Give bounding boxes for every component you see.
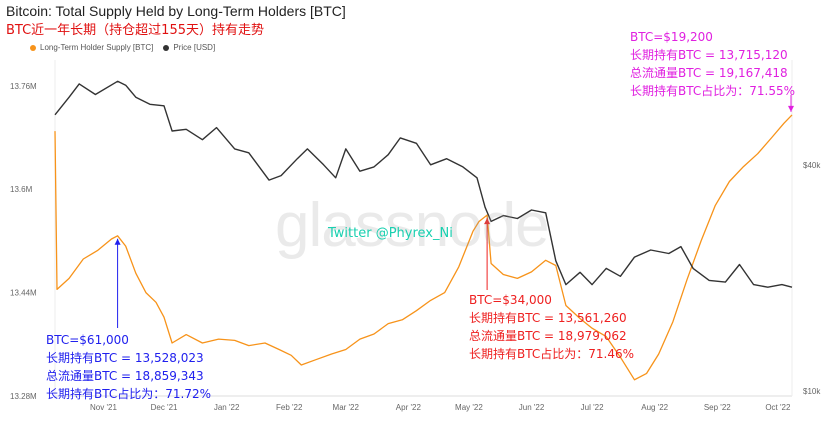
twitter-handle: Twitter @Phyrex_Ni (328, 226, 453, 241)
annotation-line: 长期持有BTC = 13,561,260 (469, 311, 627, 325)
annotation-line: 长期持有BTC = 13,715,120 (630, 48, 788, 62)
legend-label-price: Price [USD] (173, 43, 216, 52)
black-dot-icon (163, 44, 170, 51)
chart-title: Bitcoin: Total Supply Held by Long-Term … (6, 3, 346, 19)
y-left-tick-label: 13.76M (10, 82, 37, 91)
x-tick-label: Jan '22 (214, 403, 240, 412)
legend-item-lth-supply[interactable]: Long-Term Holder Supply [BTC] (30, 43, 153, 52)
y-right-tick-label: $10k (803, 387, 821, 396)
y-left-tick-label: 13.44M (10, 289, 37, 298)
annotation-nov21: BTC=$61,000 长期持有BTC = 13,528,023 总流通量BTC… (46, 331, 211, 403)
annotation-line: 长期持有BTC占比为：71.72% (46, 387, 211, 401)
y-axis-left: 13.76M 13.6M 13.44M 13.28M (10, 82, 37, 401)
annotation-oct22: BTC=$19,200 长期持有BTC = 13,715,120 总流通量BTC… (630, 28, 795, 100)
x-tick-label: Jun '22 (519, 403, 545, 412)
x-tick-label: May '22 (455, 403, 483, 412)
x-tick-label: Oct '22 (765, 403, 791, 412)
annotation-line: 总流通量BTC = 19,167,418 (630, 66, 788, 80)
annotation-line: BTC=$61,000 (46, 333, 129, 347)
plot-area (54, 60, 793, 397)
annotation-line: 长期持有BTC = 13,528,023 (46, 351, 204, 365)
x-tick-label: Aug '22 (641, 403, 668, 412)
annotation-may22: BTC=$34,000 长期持有BTC = 13,561,260 总流通量BTC… (469, 291, 634, 363)
series-line-price (54, 80, 793, 288)
x-tick-label: Dec '21 (151, 403, 178, 412)
arrow-may22-head (484, 218, 491, 225)
series-line-lth-supply (54, 114, 793, 381)
annotation-line: BTC=$19,200 (630, 30, 713, 44)
x-tick-label: Mar '22 (333, 403, 360, 412)
x-tick-label: Nov '21 (90, 403, 117, 412)
y-axis-right: $40k $10k (803, 161, 821, 396)
annotation-line: 总流通量BTC = 18,859,343 (46, 369, 204, 383)
arrow-nov21-head (114, 238, 121, 245)
annotation-line: 长期持有BTC占比为：71.55% (630, 84, 795, 98)
annotation-line: BTC=$34,000 (469, 293, 552, 307)
watermark: glassnode (275, 191, 550, 260)
annotation-arrows (114, 95, 794, 328)
annotation-line: 总流通量BTC = 18,979,062 (469, 329, 627, 343)
x-tick-label: Sep '22 (704, 403, 731, 412)
x-tick-label: Feb '22 (276, 403, 303, 412)
legend: Long-Term Holder Supply [BTC] Price [USD… (30, 43, 215, 52)
chart-subtitle: BTC近一年长期（持仓超过155天）持有走势 (6, 23, 264, 38)
x-tick-label: Apr '22 (396, 403, 422, 412)
legend-label-lth-supply: Long-Term Holder Supply [BTC] (40, 43, 154, 52)
annotation-line: 长期持有BTC占比为：71.46% (469, 347, 634, 361)
y-right-tick-label: $40k (803, 161, 821, 170)
y-left-tick-label: 13.28M (10, 392, 37, 401)
legend-item-price[interactable]: Price [USD] (163, 43, 215, 52)
arrow-oct22-head (788, 105, 794, 112)
y-left-tick-label: 13.6M (10, 185, 33, 194)
orange-dot-icon (30, 44, 36, 51)
x-axis: Nov '21 Dec '21 Jan '22 Feb '22 Mar '22 Apr '… (90, 403, 791, 412)
series-layer (54, 80, 793, 381)
x-tick-label: Jul '22 (581, 403, 604, 412)
